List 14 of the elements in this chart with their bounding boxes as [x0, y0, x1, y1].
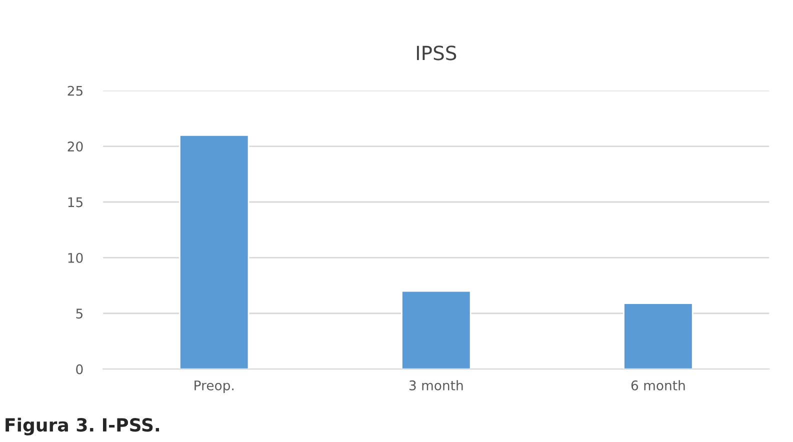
- y-tick-label: 0: [76, 364, 83, 374]
- x-tick-label: Preop.: [194, 380, 234, 393]
- x-tick-label: 3 month: [409, 380, 463, 390]
- y-tick-label: 20: [68, 142, 83, 152]
- bar: [179, 134, 250, 370]
- bar: [623, 302, 694, 370]
- y-tick-label: 15: [68, 197, 82, 208]
- text: Figura 3. I-PSS.: [6, 418, 160, 436]
- y-tick-label: 10: [68, 252, 83, 263]
- bar: [401, 290, 472, 370]
- y-tick-label: 25: [68, 86, 82, 96]
- chart-title: IPSS: [416, 46, 456, 60]
- x-tick-label: 6 month: [631, 380, 685, 390]
- y-tick-label: 5: [76, 308, 82, 319]
